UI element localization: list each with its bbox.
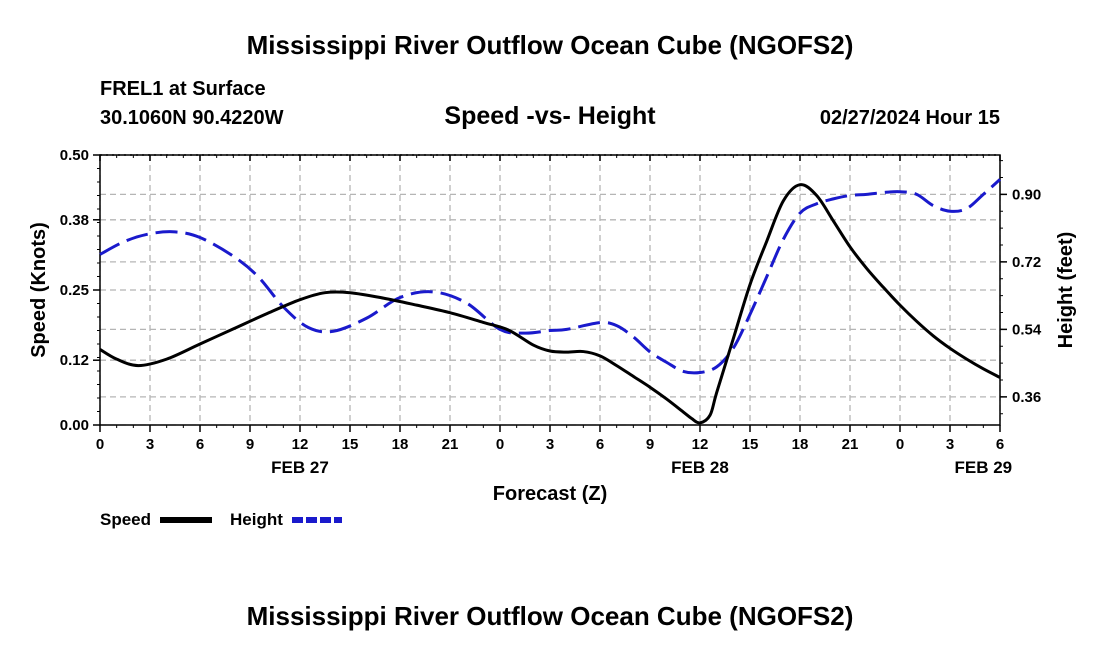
- x-tick-label-16: 0: [896, 436, 904, 453]
- footer-title: Mississippi River Outflow Ocean Cube (NG…: [247, 601, 854, 631]
- legend-label-speed: Speed: [100, 510, 151, 529]
- station-label: FREL1 at Surface: [100, 78, 266, 100]
- y-left-tick-label-0: 0.00: [60, 417, 89, 434]
- date-label-1: FEB 28: [671, 458, 729, 477]
- station-coords: 30.1060N 90.4220W: [100, 107, 284, 129]
- date-label-0: FEB 27: [271, 458, 329, 477]
- x-tick-label-15: 21: [842, 436, 859, 453]
- x-tick-label-0: 0: [96, 436, 104, 453]
- y-axis-title-left: Speed (Knots): [28, 222, 50, 358]
- x-tick-label-6: 18: [392, 436, 409, 453]
- grid: [99, 154, 1001, 426]
- y-left-tick-label-2: 0.25: [60, 282, 89, 299]
- x-tick-label-8: 0: [496, 436, 504, 453]
- x-tick-label-5: 15: [342, 436, 359, 453]
- series-line-speed: [99, 183, 1001, 425]
- x-tick-label-7: 21: [442, 436, 459, 453]
- x-tick-label-12: 12: [692, 436, 709, 453]
- y-right-tick-label-1: 0.54: [1012, 321, 1042, 338]
- y-left-tick-label-4: 0.50: [60, 147, 89, 164]
- x-axis-title: Forecast (Z): [493, 483, 607, 505]
- y-left-tick-label-3: 0.38: [60, 212, 89, 229]
- x-tick-label-18: 6: [996, 436, 1004, 453]
- axis-labels: 0 3 6 9 12 15 18 21 0 3 6 9 12 15 18 21 0 3 6 FEB 27 FEB 28 F…: [60, 147, 1042, 477]
- x-tick-label-13: 15: [742, 436, 759, 453]
- x-tick-label-14: 18: [792, 436, 809, 453]
- y-left-tick-label-1: 0.12: [60, 352, 89, 369]
- x-tick-label-3: 9: [246, 436, 254, 453]
- axis-ticks: [93, 154, 1007, 432]
- y-right-tick-label-2: 0.72: [1012, 254, 1041, 271]
- x-tick-label-4: 12: [292, 436, 309, 453]
- legend-label-height: Height: [230, 510, 283, 529]
- x-tick-label-9: 3: [546, 436, 554, 453]
- x-tick-label-17: 3: [946, 436, 954, 453]
- legend: Speed Height: [100, 510, 342, 529]
- y-axis-title-right: Height (feet): [1055, 232, 1077, 349]
- date-label-2: FEB 29: [955, 458, 1013, 477]
- forecast-date: 02/27/2024 Hour 15: [820, 107, 1000, 129]
- page-title: Mississippi River Outflow Ocean Cube (NG…: [247, 30, 854, 60]
- series-group: [99, 178, 1002, 425]
- chart-title: Speed -vs- Height: [444, 102, 656, 130]
- x-tick-label-2: 6: [196, 436, 204, 453]
- x-tick-label-10: 6: [596, 436, 604, 453]
- x-tick-label-11: 9: [646, 436, 654, 453]
- x-tick-label-1: 3: [146, 436, 154, 453]
- y-right-tick-label-0: 0.36: [1012, 389, 1041, 406]
- y-right-tick-label-3: 0.90: [1012, 186, 1041, 203]
